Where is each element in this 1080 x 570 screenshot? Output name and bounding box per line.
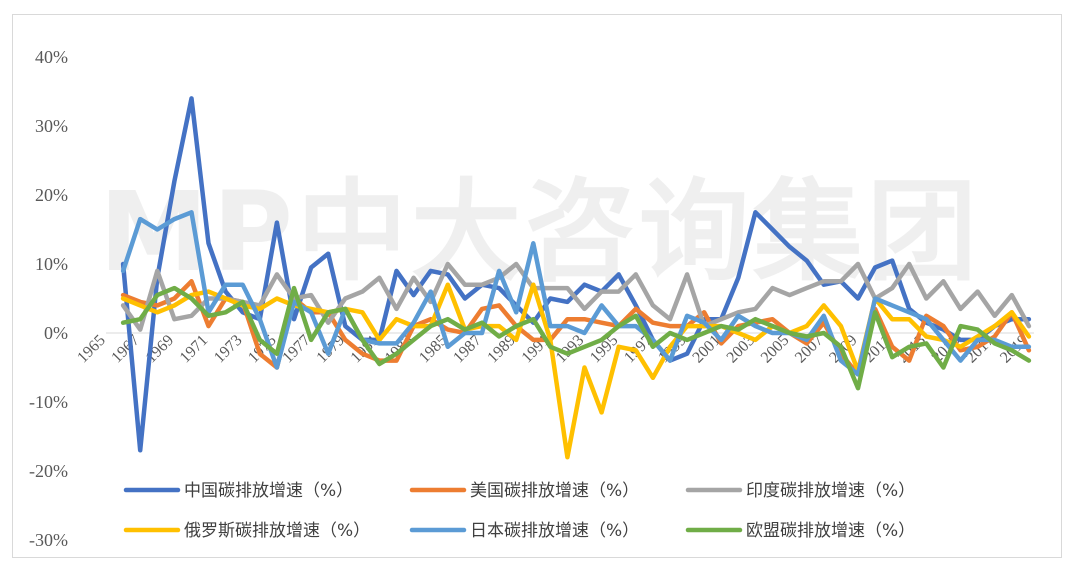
legend-label-3: 俄罗斯碳排放增速（%） bbox=[184, 521, 370, 541]
series-line-3 bbox=[120, 282, 1032, 460]
y-tick-label: 40% bbox=[35, 47, 68, 67]
y-tick-label: -10% bbox=[29, 392, 68, 412]
y-axis: 40% 30% 20% 10% 0% -10% -20% -30% bbox=[29, 47, 68, 550]
legend-label-2: 印度碳排放增速（%） bbox=[746, 481, 915, 501]
y-tick-label: -20% bbox=[29, 461, 68, 481]
legend-label-0: 中国碳排放增速（%） bbox=[184, 481, 353, 501]
series-line-5 bbox=[120, 285, 1032, 391]
x-tick-label: 2005 bbox=[758, 332, 793, 367]
y-tick-label: 10% bbox=[35, 254, 68, 274]
series-line-2 bbox=[120, 261, 1032, 332]
x-tick-label: 1973 bbox=[211, 332, 246, 367]
y-tick-label: 0% bbox=[44, 323, 68, 343]
series-lines bbox=[120, 96, 1032, 460]
series-line-4 bbox=[120, 210, 1032, 377]
x-tick-label: 1971 bbox=[177, 332, 212, 367]
legend-label-5: 欧盟碳排放增速（%） bbox=[746, 521, 915, 541]
y-tick-label: 30% bbox=[35, 116, 68, 136]
legend-label-4: 日本碳排放增速（%） bbox=[470, 521, 639, 541]
series-line-0 bbox=[120, 96, 1032, 453]
x-tick-label: 1967 bbox=[108, 332, 143, 367]
y-tick-label: 20% bbox=[35, 185, 68, 205]
x-tick-label: 1965 bbox=[74, 332, 109, 367]
y-tick-label: -30% bbox=[29, 530, 68, 550]
legend: 中国碳排放增速（%） 美国碳排放增速（%） 印度碳排放增速（%） 俄罗斯碳排放增速（%… bbox=[123, 481, 915, 541]
legend-label-1: 美国碳排放增速（%） bbox=[470, 481, 639, 501]
x-tick-label: 1987 bbox=[450, 332, 485, 367]
